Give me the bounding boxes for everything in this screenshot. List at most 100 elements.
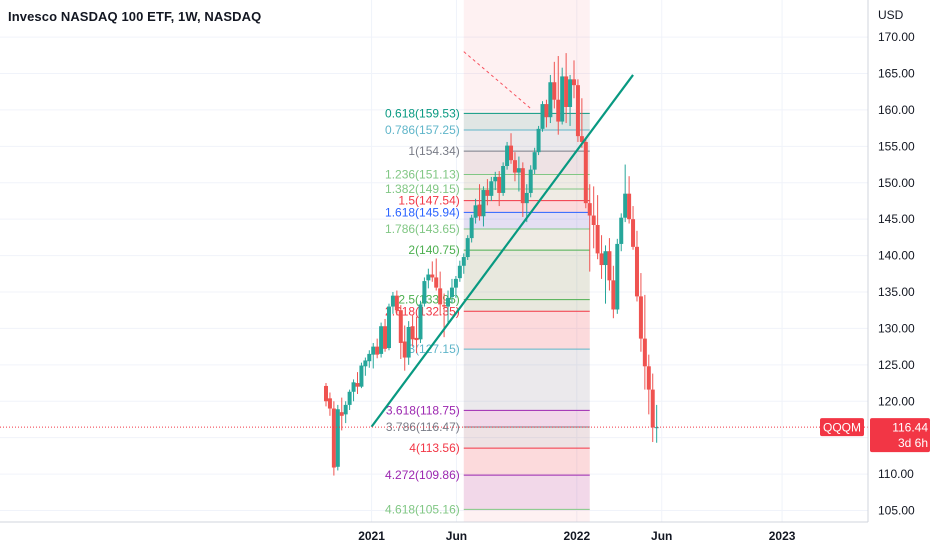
candle-body <box>646 366 651 390</box>
candle-body <box>501 165 506 193</box>
fib-band <box>463 151 590 175</box>
candle-body <box>603 251 608 266</box>
price-tick-label: 125.00 <box>878 358 915 372</box>
candle-body <box>615 243 620 310</box>
candle-body <box>426 274 431 281</box>
fib-level-label: 2(140.75) <box>408 243 459 257</box>
chart-title: Invesco NASDAQ 100 ETF, 1W, NASDAQ <box>8 9 262 24</box>
candle-body <box>379 326 384 354</box>
trendline <box>370 74 634 428</box>
candle-body <box>359 365 364 387</box>
candle-body <box>394 295 399 311</box>
time-axis-layer: 2021 Jun 2022 Jun 2023 <box>0 521 868 550</box>
price-axis-layer: USD105.00110.00115.00120.00125.00130.001… <box>867 0 932 550</box>
candle-body <box>367 353 372 362</box>
candle-body <box>493 176 498 182</box>
candles-layer <box>324 53 659 476</box>
candle-body <box>430 274 435 278</box>
time-tick-label: 2023 <box>769 529 796 543</box>
candle-body <box>351 382 356 392</box>
candle-body <box>552 82 557 100</box>
candle-body <box>654 427 659 429</box>
candle-body <box>642 338 647 367</box>
price-badge-value: 116.44 <box>892 421 928 435</box>
candle-body <box>477 204 482 217</box>
fib-band <box>463 129 590 152</box>
candle-body <box>650 389 655 428</box>
price-tick-label: 165.00 <box>878 67 915 81</box>
price-axis-background <box>868 0 932 550</box>
fib-band <box>463 311 590 350</box>
candle-body <box>355 383 360 387</box>
candle-body <box>540 104 545 129</box>
candle-body <box>607 251 612 281</box>
candle-body <box>587 203 592 216</box>
candle-body <box>611 280 616 310</box>
candle-body <box>371 346 376 355</box>
candle-body <box>489 181 494 196</box>
candle-body <box>520 168 525 204</box>
candle-body <box>627 193 632 220</box>
price-badge-countdown: 3d 6h <box>898 436 928 450</box>
candle-body <box>497 176 502 193</box>
price-tick-label: 120.00 <box>878 394 915 408</box>
fib-level-label: 4.618(105.16) <box>385 502 460 516</box>
candle-body <box>335 409 340 467</box>
candle-body <box>568 79 573 108</box>
candle-body <box>327 398 332 409</box>
fib-band <box>463 299 590 312</box>
fib-band <box>463 228 590 251</box>
time-tick-label: 2021 <box>358 529 385 543</box>
candle-body <box>556 99 561 122</box>
candle-body <box>623 193 628 218</box>
candle-body <box>544 104 549 118</box>
candle-body <box>631 219 636 247</box>
candle-body <box>457 265 462 279</box>
currency-label: USD <box>878 8 904 22</box>
candle-body <box>469 217 474 239</box>
fib-level-label: 1.5(147.54) <box>398 194 459 208</box>
candle-body <box>390 295 395 307</box>
candle-body <box>398 310 403 343</box>
price-tick-label: 160.00 <box>878 103 915 117</box>
price-tick-label: 110.00 <box>878 467 914 481</box>
price-tick-label: 145.00 <box>878 212 915 226</box>
candle-body <box>575 85 580 137</box>
candle-body <box>509 145 514 161</box>
price-tick-label: 150.00 <box>878 176 915 190</box>
candle-body <box>595 224 600 254</box>
fib-level-label: 1.786(143.65) <box>385 222 460 236</box>
fib-level-label: 0.618(159.53) <box>385 106 460 120</box>
candle-body <box>422 281 427 304</box>
fib-level-label: 1(154.34) <box>408 144 459 158</box>
time-tick-label: Jun <box>651 529 672 543</box>
candle-body <box>516 168 521 173</box>
candle-body <box>481 190 486 217</box>
fib-level-label: 3(127.15) <box>408 342 459 356</box>
fib-level-label: 3.786(116.47) <box>386 420 460 434</box>
candle-body <box>638 296 643 339</box>
candle-body <box>343 404 348 415</box>
candle-body <box>339 412 344 416</box>
price-tick-label: 130.00 <box>878 321 915 335</box>
time-tick-label: Jun <box>446 529 467 543</box>
candle-body <box>453 278 458 288</box>
candle-body <box>512 160 517 173</box>
grid-layer <box>0 0 868 522</box>
candle-body <box>383 326 388 349</box>
price-tick-label: 155.00 <box>878 139 915 153</box>
fib-band <box>463 410 590 427</box>
candle-body <box>406 326 411 358</box>
candle-body <box>505 145 510 166</box>
candle-body <box>579 136 584 142</box>
candle-body <box>386 306 391 349</box>
price-tick-label: 135.00 <box>878 285 915 299</box>
candle-body <box>536 128 541 153</box>
candle-body <box>449 287 454 298</box>
candle-body <box>438 288 443 305</box>
time-axis-background <box>0 522 868 550</box>
candle-body <box>634 246 639 297</box>
fib-band <box>463 426 590 449</box>
